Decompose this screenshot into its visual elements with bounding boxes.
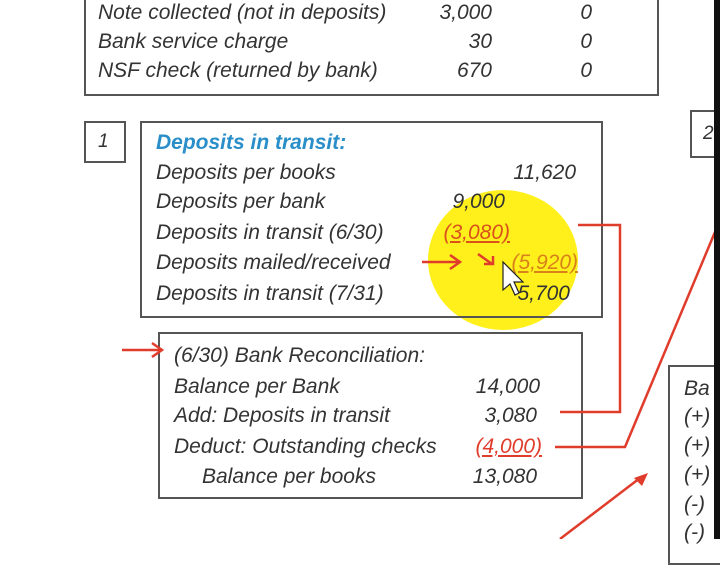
annotation-layer [122,223,717,539]
mouse-cursor-icon [502,260,525,296]
step-number: 2 [703,123,714,144]
row-label: Deposits mailed/received [156,251,391,274]
row-label: Deposits in transit (6/30) [156,221,384,244]
row-value: (3,080) [443,221,510,244]
row-label: Deduct: Outstanding checks [174,435,437,458]
arrow-icon [477,252,495,266]
row-label: Deposits in transit (7/31) [156,282,384,305]
adjustments-table [84,0,659,96]
deposits-in-transit-box [140,121,603,318]
row-value: 0 [580,30,592,53]
row-label: Note collected (not in deposits) [98,1,387,24]
connector-line [560,223,622,414]
row-label: Bank service charge [98,30,289,53]
row-value: 14,000 [475,375,540,398]
row-label: NSF check (returned by bank) [98,59,378,82]
row-label: (-) [684,521,705,544]
row-value: 13,080 [472,465,537,488]
section-title: (6/30) Bank Reconciliation: [174,344,425,367]
row-label: (+) [684,434,711,457]
row-value: 3,080 [484,404,537,427]
row-label: Ba [684,377,710,400]
row-value: 0 [580,59,592,82]
row-label: Add: Deposits in transit [174,404,390,427]
row-label: (-) [684,493,705,516]
step-number-box [690,110,720,158]
row-value: (4,000) [475,435,542,458]
row-label: Deposits per bank [156,190,326,213]
row-label: Deposits per books [156,161,336,184]
row-value: 30 [468,30,492,53]
arrow-icon [422,253,463,271]
row-value: 11,620 [513,161,576,184]
connector-line [559,477,641,539]
bank-reconciliation-box [158,332,583,499]
row-label: (+) [684,463,711,486]
step-number: 1 [98,131,109,152]
row-value: 5,700 [517,282,570,305]
step-number-box [84,121,126,163]
row-value: (5,920) [511,251,578,274]
cursor-highlight [428,190,578,330]
row-label: Balance per Bank [174,375,340,398]
row-value: 3,000 [439,1,492,24]
video-edge [714,0,720,539]
row-value: 670 [456,59,492,82]
row-value: 0 [580,1,592,24]
arrow-icon [122,341,165,359]
row-value: 9,000 [452,190,505,213]
arrowhead-icon [634,473,648,486]
row-label: (+) [684,405,711,428]
section-title: Deposits in transit: [156,131,347,154]
connector-line [555,231,717,449]
row-label: Balance per books [202,465,376,488]
